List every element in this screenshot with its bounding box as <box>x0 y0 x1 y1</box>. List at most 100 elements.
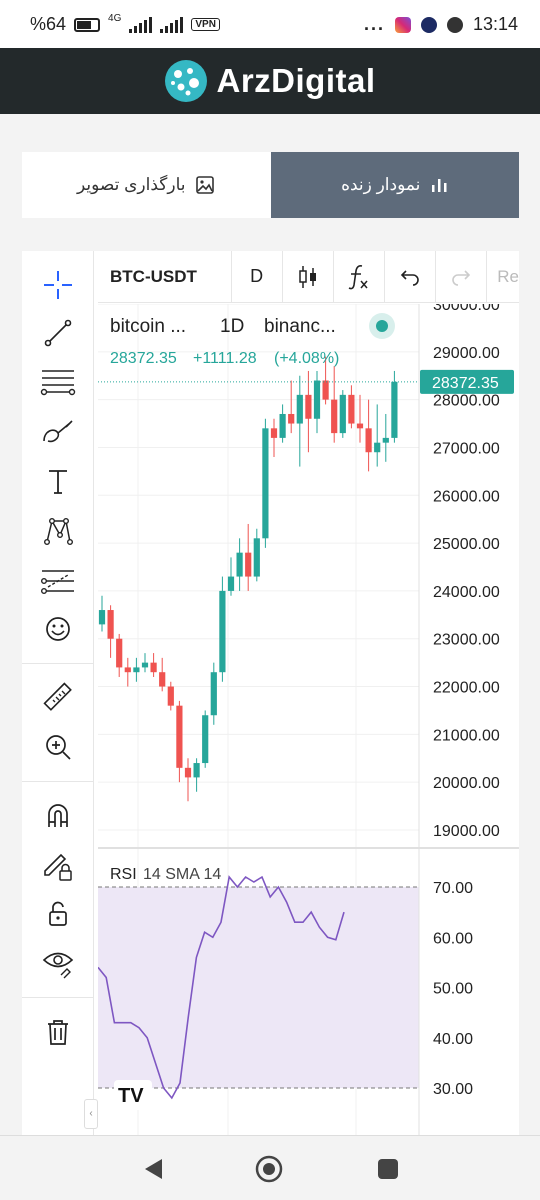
trash-icon[interactable] <box>38 1012 78 1052</box>
reset-button[interactable]: Re <box>497 266 519 286</box>
recents-button[interactable] <box>373 1154 403 1184</box>
fib-lines-icon[interactable] <box>38 361 78 401</box>
candle-body <box>202 715 209 764</box>
candle-body <box>322 380 329 400</box>
image-icon <box>196 176 215 194</box>
candle-body <box>391 381 398 438</box>
app-notification-icon <box>420 16 437 33</box>
tradingview-logo: TV <box>118 1085 144 1107</box>
more-notifications: ... <box>363 14 385 34</box>
text-icon[interactable] <box>38 461 78 501</box>
home-button[interactable] <box>254 1154 284 1184</box>
toolbar-divider <box>22 663 94 664</box>
candle-body <box>279 413 286 438</box>
candle-body <box>193 763 200 778</box>
price-tick-label: 29000.00 <box>433 345 500 362</box>
candle-body <box>150 662 157 673</box>
instagram-icon <box>394 16 411 33</box>
price-tick-label: 25000.00 <box>433 536 500 553</box>
collapse-toolbar-button[interactable]: ‹ <box>84 1099 98 1129</box>
price-tick-label: 22000.00 <box>433 680 500 697</box>
tab-upload-image[interactable]: بارگذاری تصویر <box>22 152 271 218</box>
prediction-icon[interactable] <box>38 561 78 601</box>
rsi-tick-label: 50.00 <box>433 981 473 998</box>
brush-icon[interactable] <box>38 411 78 451</box>
candle-body <box>184 767 192 778</box>
tab-live-chart[interactable]: نمودار زنده <box>270 152 519 218</box>
candle-body <box>339 394 346 434</box>
candle-body <box>270 428 278 438</box>
ruler-icon[interactable] <box>38 677 78 717</box>
last-price-tag-label: 28372.35 <box>432 375 499 392</box>
chart-top-toolbar: BTC-USDT D Re <box>98 250 519 303</box>
rsi-name: RSI <box>110 866 137 883</box>
battery-icon <box>74 17 101 32</box>
zoom-in-icon[interactable] <box>38 727 78 767</box>
brand-name: ArzDigital <box>216 62 376 99</box>
eye-icon[interactable] <box>38 942 78 982</box>
back-button[interactable] <box>138 1154 168 1184</box>
tab-upload-label: بارگذاری تصویر <box>77 175 186 194</box>
status-bar: %64 4G VPN ... 13:14 <box>0 0 540 48</box>
clock: 13:14 <box>472 14 518 34</box>
candle-body <box>288 413 295 424</box>
arzdigital-logo-icon <box>165 60 208 102</box>
price-tick-label: 24000.00 <box>433 584 500 601</box>
rsi-layer <box>97 875 419 1100</box>
magnet-icon[interactable] <box>38 796 78 836</box>
candle-body <box>305 394 312 419</box>
legend-title: bitcoin ... <box>110 316 186 337</box>
toolbar-divider-2 <box>22 781 94 782</box>
rsi-params: 14 SMA 14 <box>143 866 221 883</box>
candle-body <box>133 667 140 673</box>
symbol-search-button[interactable]: BTC-USDT <box>98 250 232 303</box>
market-open-dot <box>376 320 388 332</box>
rsi-band <box>98 887 419 1088</box>
bar-chart-icon <box>432 179 447 192</box>
chart-widget: ‹ BTC-USDT D Re 30000.00 29000.00 28000.00… <box>22 250 519 1135</box>
candle-body <box>245 552 252 577</box>
network-type: 4G <box>108 13 122 24</box>
price-tick-label: 19000.00 <box>433 823 500 840</box>
undo-icon[interactable] <box>385 250 437 303</box>
legend-exchange: binanc... <box>264 316 336 337</box>
legend-change-pct: (+4.08%) <box>274 350 339 367</box>
candle-body <box>141 662 149 668</box>
price-tick-label: 27000.00 <box>433 440 500 457</box>
system-nav-bar <box>0 1135 540 1200</box>
candle-body <box>219 590 226 673</box>
candle-body <box>176 705 183 768</box>
app-notification-icon-2 <box>446 16 463 33</box>
rsi-tick-label: 40.00 <box>433 1031 473 1048</box>
candle-body <box>116 638 123 668</box>
pattern-icon[interactable] <box>38 511 78 551</box>
toolbar-divider-3 <box>22 997 94 998</box>
tradingview-watermark <box>114 1080 152 1110</box>
redo-icon[interactable] <box>436 250 488 303</box>
candle-body <box>296 394 303 424</box>
vpn-badge: VPN <box>191 18 220 31</box>
drawing-toolbar: ‹ <box>22 251 98 1135</box>
price-axis: 30000.00 29000.00 28000.00 27000.00 26000.00… <box>420 297 514 1098</box>
tab-live-label: نمودار زنده <box>341 175 421 194</box>
lock-icon[interactable] <box>38 894 78 934</box>
candle-body <box>331 399 338 434</box>
chart-mode-tabs: بارگذاری تصویر نمودار زنده <box>22 152 519 218</box>
candle-body <box>124 667 131 673</box>
fx-icon[interactable] <box>334 250 385 303</box>
chart-svg: 30000.00 29000.00 28000.00 27000.00 26000.00… <box>97 297 519 1135</box>
lock-drawing-icon[interactable] <box>38 846 78 886</box>
candle-body <box>167 686 174 706</box>
candle-body <box>374 442 381 453</box>
candle-body <box>348 394 355 424</box>
emoji-icon[interactable] <box>38 609 78 649</box>
candles-icon[interactable] <box>283 250 334 303</box>
price-tick-label: 23000.00 <box>433 632 500 649</box>
price-tick-label: 26000.00 <box>433 488 500 505</box>
crosshair-icon[interactable] <box>38 265 78 305</box>
app-header: ArzDigital <box>0 48 540 114</box>
interval-button[interactable]: D <box>232 250 283 303</box>
chart-plot-area[interactable]: 30000.00 29000.00 28000.00 27000.00 26000.00… <box>97 297 519 1135</box>
trend-line-icon[interactable] <box>38 313 78 353</box>
signal-icon <box>129 16 153 33</box>
